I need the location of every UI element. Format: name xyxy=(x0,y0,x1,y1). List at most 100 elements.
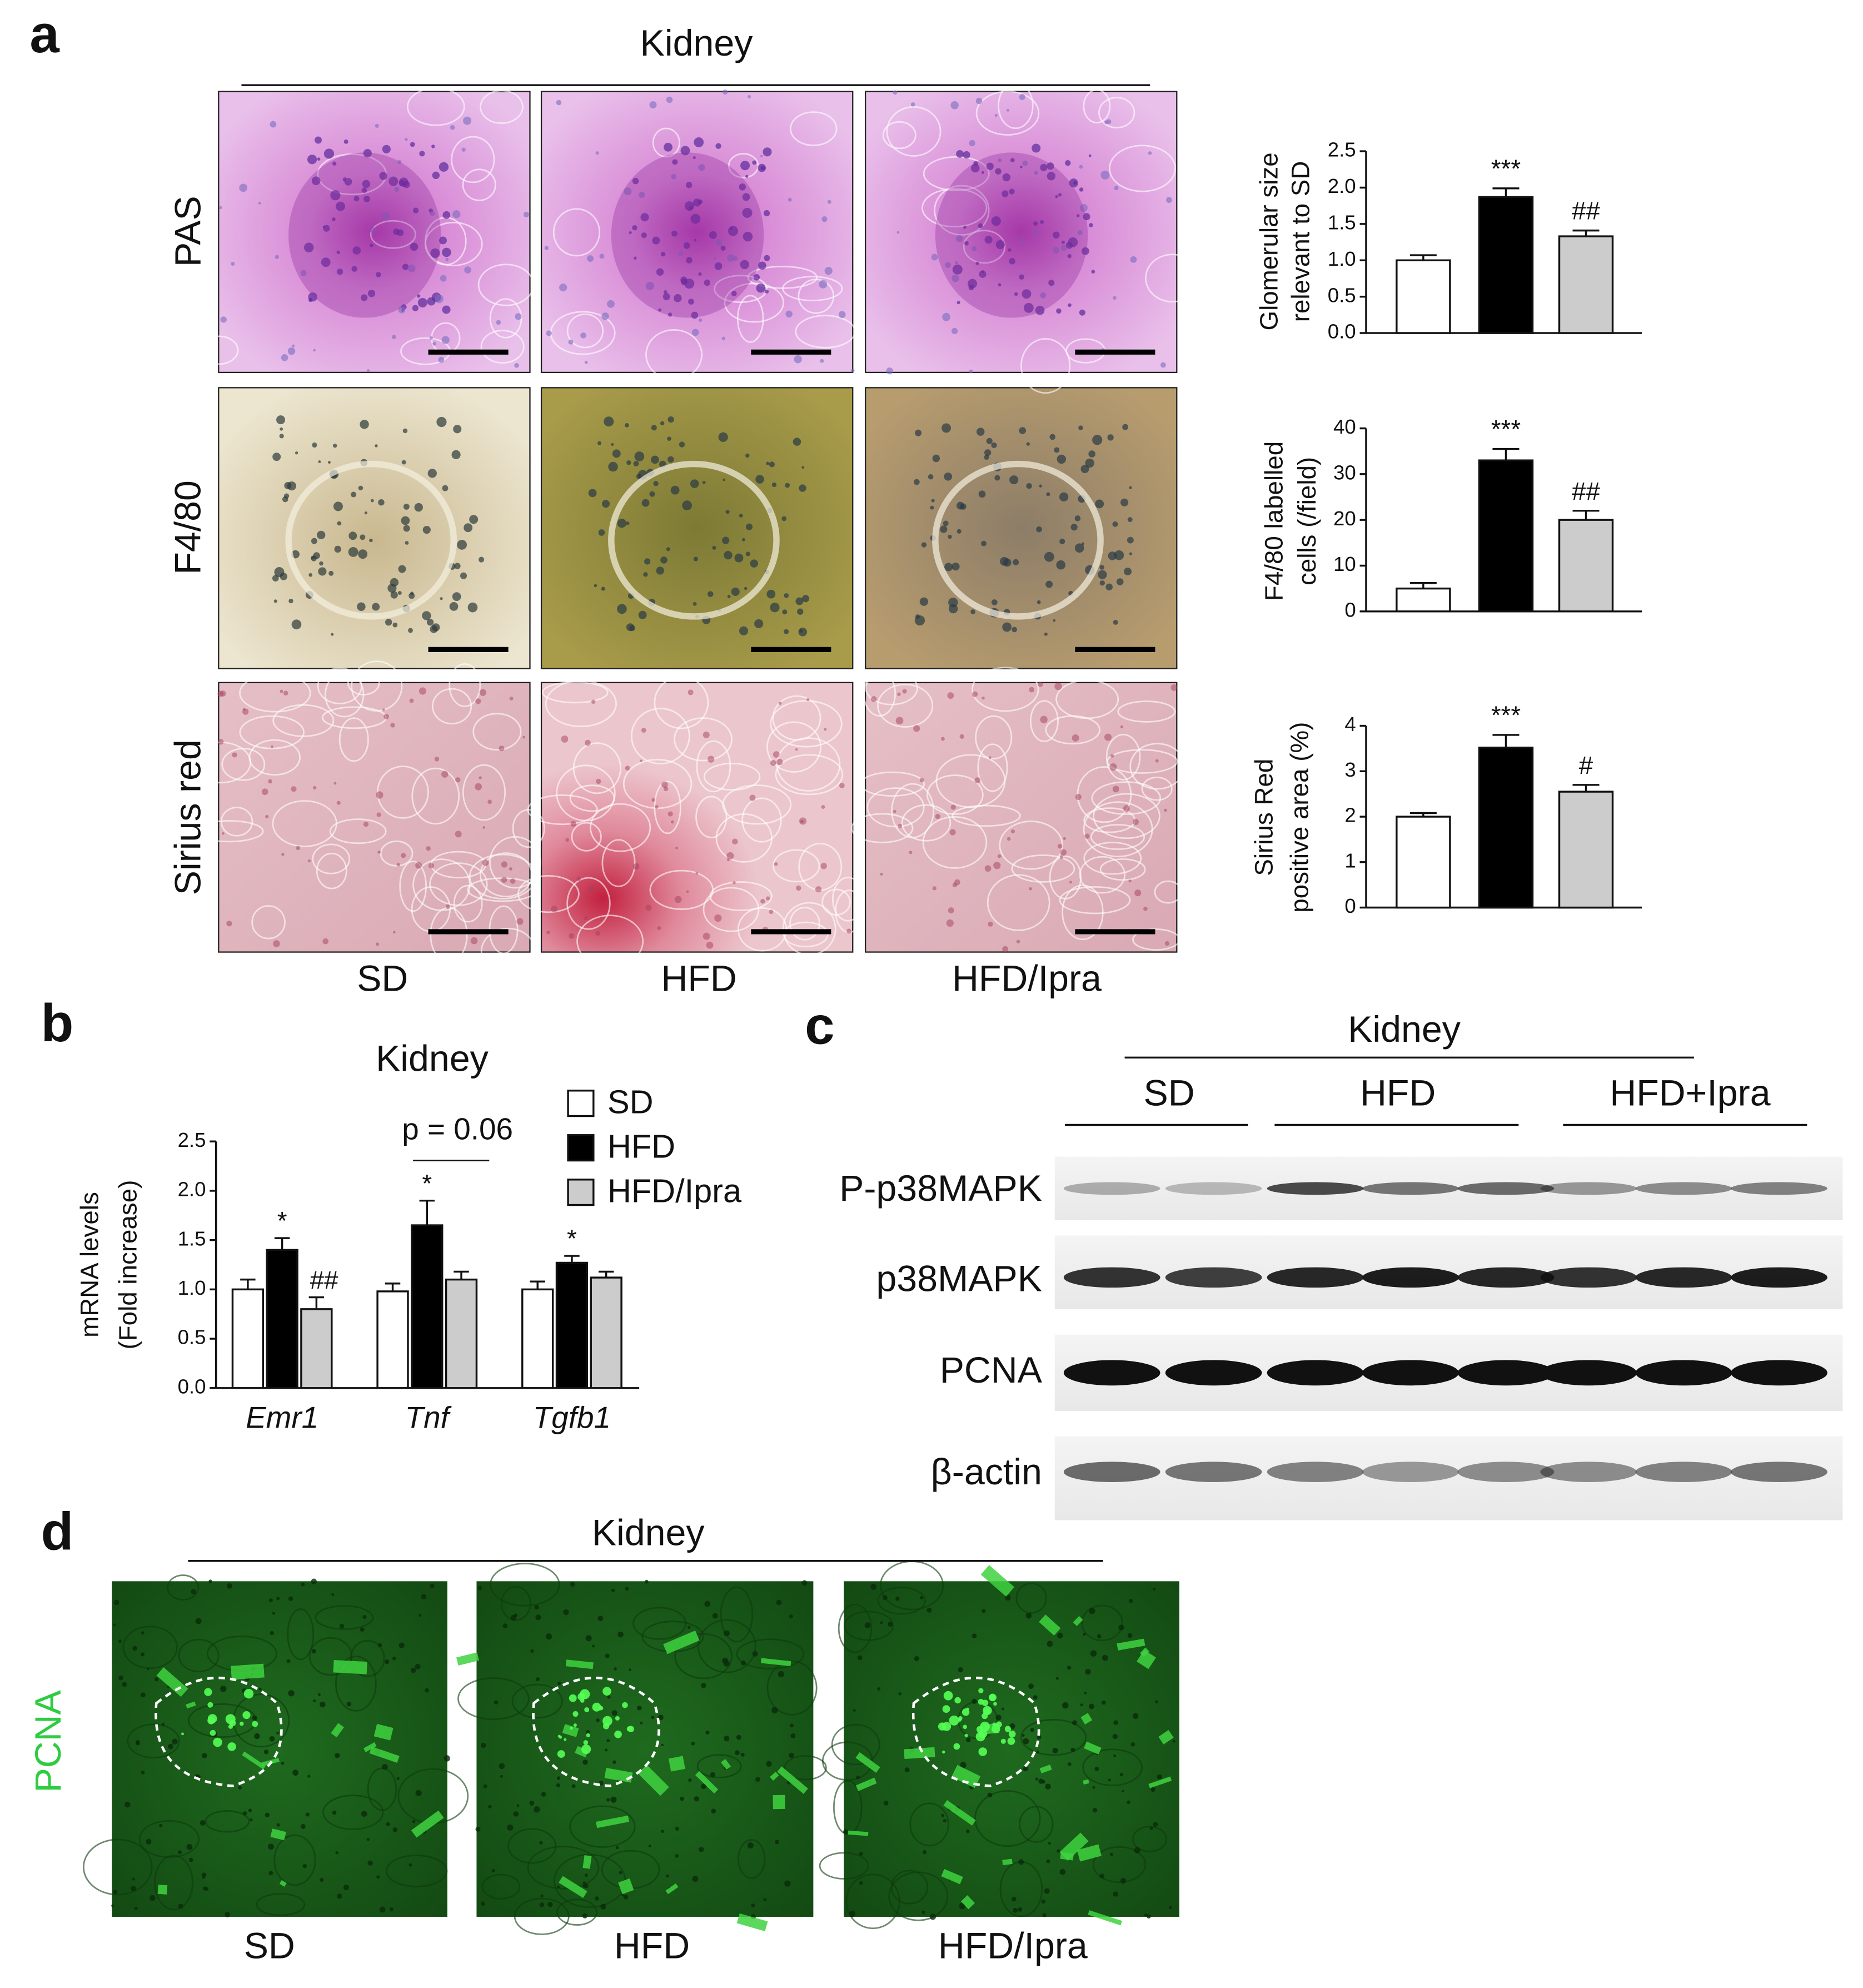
texture xyxy=(436,416,447,428)
texture xyxy=(385,619,392,626)
texture xyxy=(514,363,519,368)
texture xyxy=(675,1826,679,1831)
texture xyxy=(1089,1703,1094,1709)
texture xyxy=(645,329,703,380)
texture xyxy=(736,295,764,343)
texture xyxy=(161,1722,165,1726)
texture xyxy=(758,163,766,172)
texture xyxy=(688,689,694,695)
texture xyxy=(921,1910,925,1914)
texture xyxy=(556,1776,561,1780)
texture xyxy=(739,183,746,191)
texture xyxy=(1081,1604,1123,1642)
texture xyxy=(568,339,574,345)
texture xyxy=(821,805,825,809)
texture xyxy=(453,425,462,434)
texture xyxy=(833,1780,863,1835)
texture xyxy=(348,547,358,557)
texture xyxy=(998,158,1002,163)
texture xyxy=(556,1898,597,1926)
y-tick-label: 2 xyxy=(1344,804,1356,827)
texture xyxy=(207,1717,215,1724)
texture xyxy=(333,501,343,511)
texture xyxy=(724,550,733,560)
blot-band xyxy=(1165,1267,1262,1288)
texture xyxy=(218,739,224,745)
texture xyxy=(1056,560,1066,570)
texture xyxy=(557,1681,561,1686)
texture xyxy=(386,1822,390,1826)
texture xyxy=(577,1693,585,1701)
texture xyxy=(311,1578,317,1584)
texture xyxy=(1019,165,1023,168)
texture xyxy=(997,854,1002,858)
texture xyxy=(376,812,381,817)
texture xyxy=(141,1652,145,1657)
texture xyxy=(280,427,283,431)
texture xyxy=(596,778,601,784)
y-tick-label: 1.0 xyxy=(178,1276,206,1299)
texture xyxy=(250,1818,253,1822)
texture xyxy=(964,1733,968,1737)
texture xyxy=(1018,1859,1024,1865)
texture xyxy=(541,1792,546,1797)
sirius-ipra-image xyxy=(864,682,1178,953)
texture xyxy=(483,1784,487,1788)
texture xyxy=(440,275,447,282)
texture xyxy=(709,881,773,911)
texture xyxy=(1037,600,1041,604)
texture xyxy=(988,756,992,759)
texture xyxy=(740,161,750,171)
texture xyxy=(222,832,225,835)
texture xyxy=(1049,434,1055,440)
blot-band xyxy=(1635,1360,1732,1386)
texture xyxy=(776,737,841,792)
texture xyxy=(675,1854,679,1858)
texture xyxy=(726,852,734,860)
texture xyxy=(511,1683,563,1719)
texture xyxy=(157,1885,168,1895)
texture xyxy=(633,461,639,466)
significance: * xyxy=(422,1169,432,1197)
y-tick-label: 0 xyxy=(1344,598,1356,621)
texture xyxy=(1080,1713,1093,1725)
bar xyxy=(445,1278,478,1389)
texture xyxy=(634,451,645,461)
texture xyxy=(477,264,535,306)
panel-letter: c xyxy=(805,996,834,1055)
texture xyxy=(1134,1847,1140,1853)
texture xyxy=(514,1613,518,1617)
texture xyxy=(782,276,843,301)
texture xyxy=(207,1702,213,1708)
texture xyxy=(441,336,450,344)
texture xyxy=(1029,687,1035,693)
texture xyxy=(220,316,227,323)
texture xyxy=(1023,302,1034,313)
texture xyxy=(339,1624,345,1629)
texture xyxy=(763,147,772,157)
texture xyxy=(587,255,594,262)
texture xyxy=(1079,309,1085,316)
pcna-sd-image xyxy=(112,1581,447,1917)
texture xyxy=(625,1587,629,1591)
texture xyxy=(563,1609,569,1616)
texture xyxy=(231,1663,265,1680)
texture xyxy=(658,308,662,312)
texture xyxy=(784,593,789,598)
texture xyxy=(317,157,321,161)
texture xyxy=(909,851,913,854)
texture xyxy=(351,491,357,498)
texture xyxy=(535,1614,541,1621)
texture xyxy=(957,529,962,534)
texture xyxy=(1007,108,1009,112)
texture xyxy=(975,91,1040,136)
texture xyxy=(1072,734,1079,742)
texture xyxy=(832,877,864,922)
texture xyxy=(1026,483,1032,489)
texture xyxy=(1030,1728,1034,1732)
texture xyxy=(1058,193,1062,197)
texture xyxy=(654,781,681,834)
texture xyxy=(429,863,434,869)
texture xyxy=(963,151,970,159)
